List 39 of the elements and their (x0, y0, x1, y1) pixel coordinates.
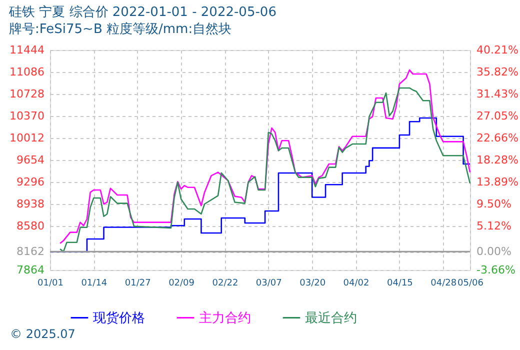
y-tick-label: 8938 (16, 198, 44, 210)
x-tick-label: 04/15 (386, 278, 413, 288)
y2-tick-label: 40.21% (476, 44, 518, 56)
x-tick-label: 04/02 (343, 278, 370, 288)
y-tick-label: 11086 (10, 66, 44, 78)
x-tick-label: 02/09 (168, 278, 195, 288)
y2-tick-label: 0.00% (476, 245, 512, 258)
y2-tick-label: 35.82% (476, 66, 518, 79)
y-tick-label: 11444 (10, 44, 44, 56)
y2-tick-label: 27.05% (476, 109, 518, 122)
y2-tick-label: 5.12% (476, 219, 512, 232)
y2-tick-label: 31.43% (476, 88, 518, 101)
x-tick-label: 01/27 (124, 278, 151, 288)
x-tick-label: 04/28 (430, 278, 457, 288)
x-tick-label: 01/01 (38, 278, 64, 288)
x-tick-label: 03/20 (300, 278, 326, 288)
text: © 2025.07 (10, 327, 76, 341)
chart-subtitle: 牌号:FeSi75~B 粒度等级/mm:自然块 (9, 21, 232, 37)
legend-label: 现货价格 (93, 310, 145, 326)
y2-tick-label: -3.66% (476, 264, 516, 276)
chart-title: 硅铁 宁夏 综合价 2022-01-01 - 2022-05-06 (8, 4, 276, 20)
y-tick-label: 9654 (16, 154, 44, 166)
y-tick-label: 10370 (10, 110, 44, 122)
y-tick-label: 10012 (10, 132, 44, 144)
y2-tick-label: 9.50% (476, 198, 512, 211)
y2-tick-label: 22.66% (476, 132, 518, 145)
y2-tick-label: 13.89% (476, 175, 518, 188)
y-tick-label: 8580 (16, 220, 44, 232)
legend-label: 主力合约 (199, 310, 251, 326)
y-tick-label: 10728 (10, 88, 44, 100)
legend-label: 最近合约 (305, 310, 357, 326)
y-tick-label: 7864 (16, 264, 44, 276)
x-tick-label: 02/22 (212, 278, 238, 288)
y-tick-label: 9296 (16, 176, 44, 188)
x-tick-label: 01/14 (81, 278, 108, 288)
x-tick-label: 05/06 (458, 278, 484, 288)
y-tick-label: 8162 (16, 245, 44, 258)
x-tick-label: 03/07 (256, 278, 282, 288)
y2-tick-label: 18.28% (476, 153, 518, 166)
